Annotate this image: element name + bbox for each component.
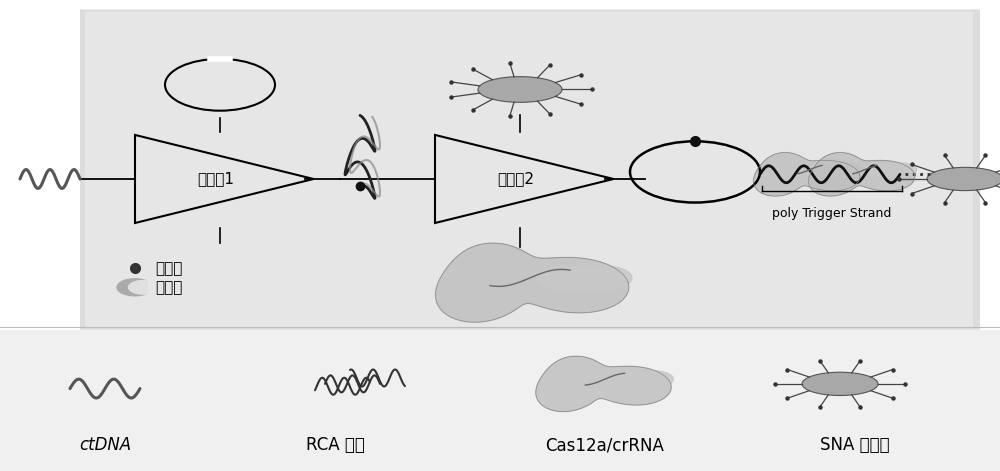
Polygon shape (809, 153, 915, 196)
Text: Cas12a/crRNA: Cas12a/crRNA (546, 436, 664, 454)
Text: 连接酶: 连接酶 (155, 261, 182, 276)
Text: 聚合酶: 聚合酶 (155, 280, 182, 295)
Polygon shape (129, 281, 147, 294)
Polygon shape (536, 356, 671, 412)
Ellipse shape (478, 77, 562, 102)
Polygon shape (865, 163, 917, 176)
Polygon shape (538, 266, 632, 290)
Polygon shape (754, 153, 860, 196)
Text: poly Trigger Strand: poly Trigger Strand (772, 207, 892, 220)
Text: 放大器1: 放大器1 (197, 171, 234, 187)
Bar (0, 330, 1000, 471)
Polygon shape (608, 371, 673, 388)
Text: RCA 产物: RCA 产物 (306, 436, 364, 454)
Polygon shape (435, 243, 629, 322)
FancyBboxPatch shape (80, 9, 980, 330)
Text: 放大器2: 放大器2 (497, 171, 534, 187)
Text: SNA 报告子: SNA 报告子 (820, 436, 890, 454)
Polygon shape (117, 279, 146, 296)
Ellipse shape (802, 372, 878, 396)
FancyBboxPatch shape (85, 12, 973, 327)
Ellipse shape (927, 167, 1000, 191)
Polygon shape (810, 163, 862, 176)
Text: ctDNA: ctDNA (79, 436, 131, 454)
